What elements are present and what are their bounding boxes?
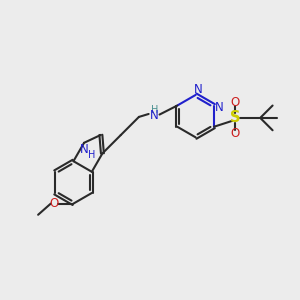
Text: H: H — [88, 150, 95, 160]
Text: O: O — [231, 127, 240, 140]
Text: N: N — [215, 101, 224, 114]
Text: H: H — [151, 105, 158, 116]
Text: O: O — [50, 197, 59, 210]
Text: S: S — [230, 110, 240, 125]
Text: N: N — [194, 82, 202, 95]
Text: N: N — [150, 109, 159, 122]
Text: N: N — [80, 143, 89, 156]
Text: O: O — [231, 95, 240, 109]
